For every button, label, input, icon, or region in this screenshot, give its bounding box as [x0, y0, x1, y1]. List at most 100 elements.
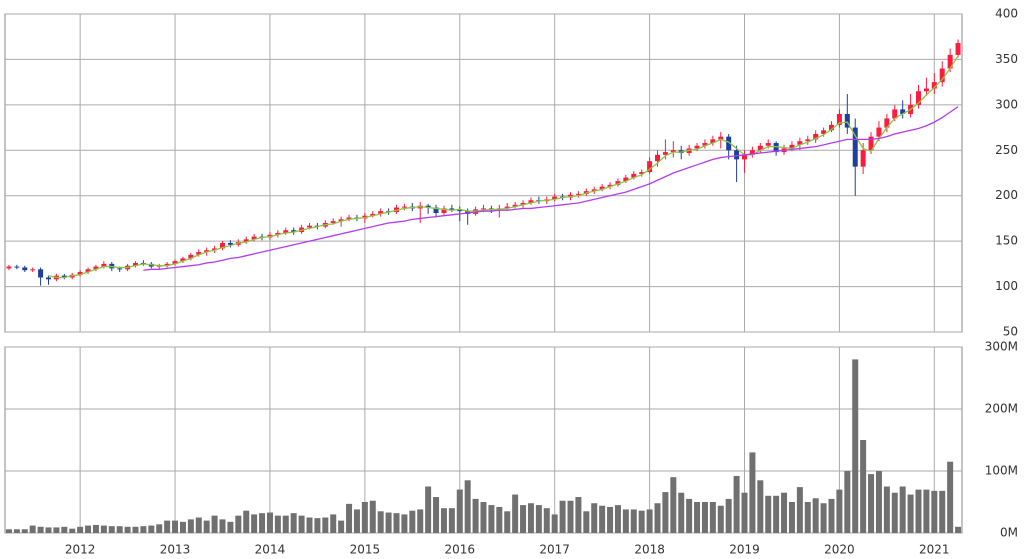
candle-body	[813, 133, 819, 140]
volume-bar	[219, 519, 226, 533]
volume-bar	[804, 502, 811, 533]
candle-body	[520, 202, 526, 205]
volume-bar	[100, 525, 107, 533]
volume-bar	[630, 509, 637, 533]
candle-body	[291, 230, 297, 233]
candle-body	[939, 68, 945, 83]
x-tick-label: 2017	[539, 543, 570, 557]
candle-body	[504, 206, 510, 209]
volume-bar	[551, 514, 558, 533]
candle-body	[441, 208, 447, 213]
volume-bar	[69, 528, 76, 533]
x-tick-label: 2013	[160, 543, 191, 557]
candle-body	[378, 211, 384, 214]
volume-bar	[456, 489, 463, 533]
volume-bar	[907, 494, 914, 533]
candle-body	[900, 109, 906, 114]
volume-bar	[614, 505, 621, 533]
volume-bar	[243, 510, 250, 533]
volume-bar	[527, 503, 534, 533]
volume-bar	[670, 477, 677, 533]
candle-body	[275, 232, 281, 235]
x-tick-label: 2018	[634, 543, 665, 557]
volume-bar	[440, 508, 447, 533]
volume-bar	[187, 519, 194, 533]
x-tick-label: 2019	[729, 543, 760, 557]
volume-bar	[796, 487, 803, 533]
volume-bar	[773, 495, 780, 533]
volume-bar	[496, 506, 503, 533]
candle-body	[61, 275, 67, 278]
candle-body	[615, 181, 621, 185]
volume-bar	[148, 525, 155, 533]
candle-body	[164, 263, 170, 266]
volume-bar	[227, 521, 234, 533]
volume-bar	[757, 480, 764, 533]
candle-body	[916, 91, 921, 105]
candle-body	[204, 250, 210, 253]
candle-body	[370, 213, 376, 216]
volume-bar	[820, 503, 827, 533]
volume-bar	[251, 514, 258, 533]
volume-bar	[306, 517, 313, 533]
volume-bar	[567, 500, 574, 533]
candle-body	[449, 208, 455, 210]
y-tick-label: 100	[995, 279, 1018, 293]
volume-bar	[314, 518, 321, 533]
candle-body	[892, 109, 898, 119]
volume-bar	[480, 502, 487, 533]
volume-bar	[812, 498, 819, 533]
candle-body	[860, 150, 866, 167]
volume-bar	[828, 498, 835, 533]
volume-bar	[377, 511, 384, 533]
volume-bar	[116, 526, 123, 533]
candle-body	[955, 43, 961, 55]
volume-bar	[923, 489, 930, 533]
candle-body	[623, 177, 629, 182]
moving-average-line	[48, 55, 959, 279]
volume-bar	[701, 502, 708, 533]
candle-body	[481, 208, 486, 210]
volume-bar	[108, 526, 115, 533]
volume-bar	[409, 510, 416, 533]
volume-bar	[852, 359, 859, 533]
volume-bar	[132, 526, 139, 533]
candle-body	[38, 269, 44, 278]
candle-body	[749, 150, 755, 155]
candle-body	[196, 252, 202, 255]
candle-body	[433, 207, 439, 213]
candle-body	[575, 193, 581, 195]
volume-bar	[709, 502, 716, 533]
y-tick-label: 50	[1003, 325, 1018, 339]
candle-body	[425, 205, 431, 208]
volume-bar	[733, 475, 740, 533]
y-tick-label: 400	[995, 7, 1018, 21]
volume-bar	[417, 509, 424, 533]
volume-bar	[37, 526, 44, 533]
y-tick-label: 150	[995, 234, 1018, 248]
y-tick-label: 200	[995, 188, 1018, 202]
y-tick-label: 300	[995, 97, 1018, 111]
candle-body	[742, 154, 747, 160]
candle-body	[172, 261, 178, 264]
volume-bar	[646, 509, 653, 533]
volume-bar	[13, 529, 20, 533]
volume-bar	[781, 492, 788, 533]
candle-body	[14, 266, 20, 268]
candle-body	[631, 173, 637, 178]
volume-bar	[346, 503, 353, 533]
candle-body	[591, 189, 597, 192]
candle-body	[718, 136, 724, 140]
volume-bar	[361, 502, 368, 533]
volume-bar	[891, 492, 898, 533]
candle-body	[852, 127, 858, 167]
candle-body	[283, 230, 289, 233]
candle-body	[773, 143, 779, 153]
volume-bar	[875, 471, 882, 533]
candle-body	[46, 277, 51, 280]
volume-bar	[401, 514, 408, 533]
candle-body	[662, 152, 668, 155]
volume-bar	[883, 486, 890, 533]
volume-bar	[448, 508, 455, 533]
